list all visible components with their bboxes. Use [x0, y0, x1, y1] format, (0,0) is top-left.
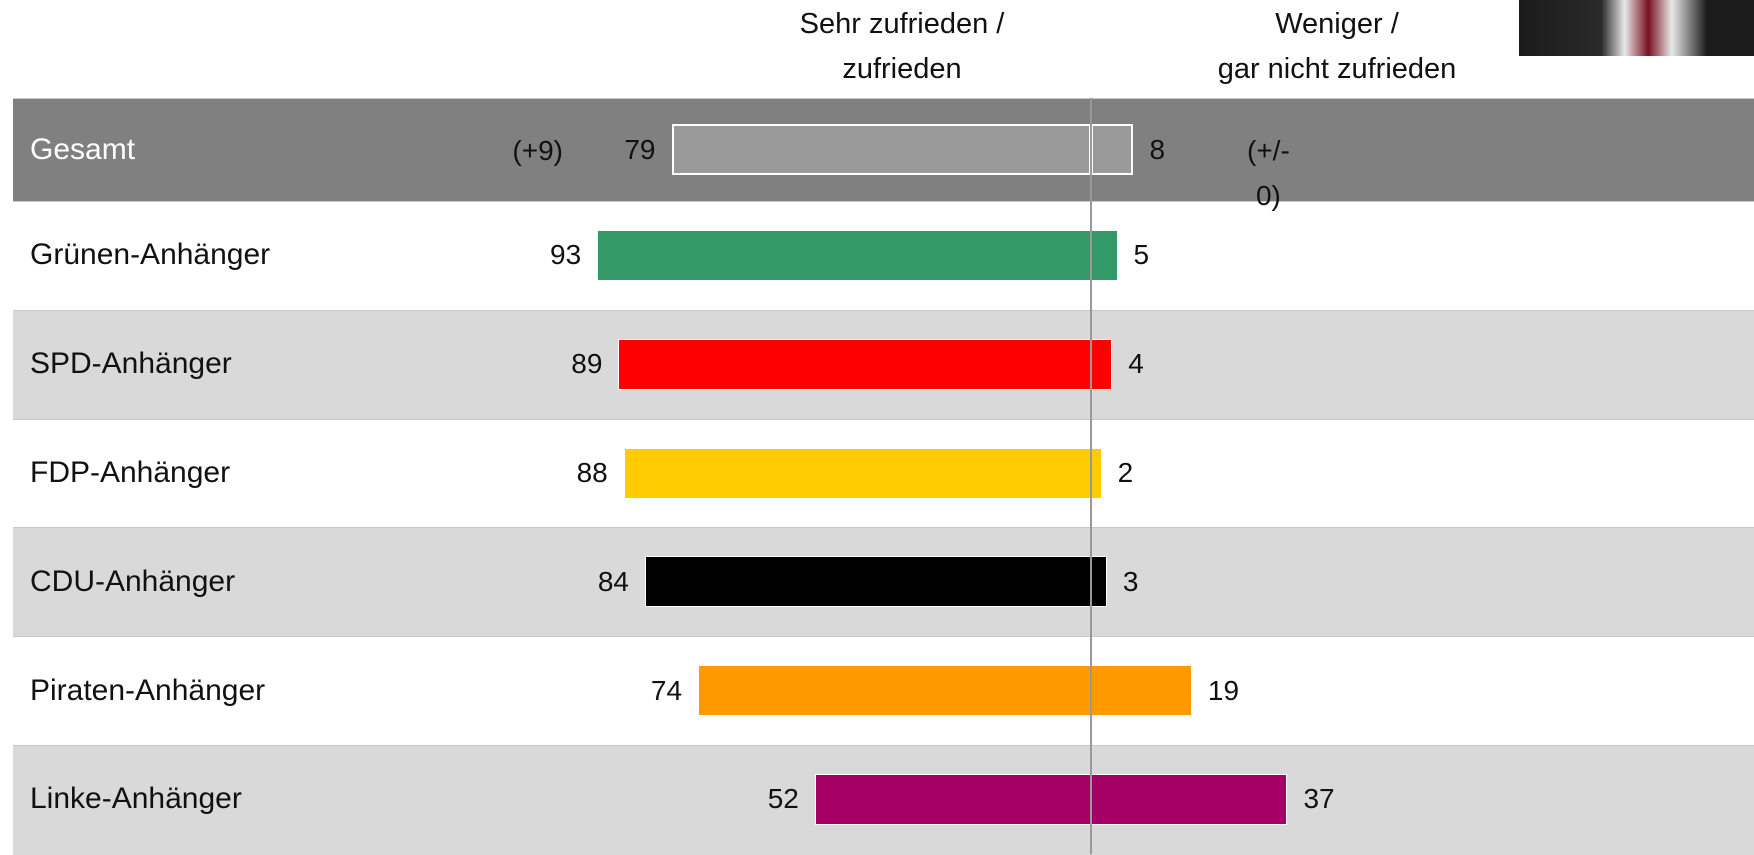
series-header: Weniger / gar nicht zufrieden: [1217, 8, 1457, 85]
bar: [597, 229, 1091, 281]
bar: [1091, 556, 1107, 608]
annotation: (+/- 0): [1247, 134, 1290, 211]
value-label: 3: [1122, 565, 1139, 597]
value-label: 37: [1303, 783, 1335, 815]
value-label: 89: [571, 348, 603, 380]
bar: [618, 338, 1091, 390]
category-label: CDU-Anhänger: [30, 564, 236, 598]
category-label: Linke-Anhänger: [30, 782, 242, 816]
bar: [1091, 124, 1134, 175]
bar: [1091, 773, 1288, 825]
category-label: SPD-Anhänger: [30, 347, 232, 381]
zero-axis: [1090, 98, 1092, 854]
bar: [1091, 338, 1113, 390]
category-label: FDP-Anhänger: [30, 456, 231, 489]
value-label: 93: [550, 239, 582, 271]
value-label: 74: [650, 674, 683, 706]
photo: [1519, 0, 1754, 56]
value-label: 8: [1149, 133, 1166, 165]
value-label: 52: [767, 783, 799, 815]
value-label: 79: [624, 133, 656, 165]
annotation: (+9): [512, 134, 563, 166]
value-label: 84: [597, 565, 629, 597]
bar: [814, 773, 1091, 825]
bar: [671, 124, 1091, 175]
bar: [698, 665, 1091, 717]
category-label: Gesamt: [30, 132, 136, 166]
bar: [1091, 665, 1192, 717]
value-label: 4: [1128, 348, 1144, 380]
bar: [644, 556, 1091, 608]
series-header: Sehr zufrieden / zufrieden: [799, 8, 1005, 85]
value-label: 88: [576, 457, 608, 488]
category-label: Piraten-Anhänger: [30, 673, 266, 707]
value-label: 2: [1117, 457, 1134, 488]
category-label: Grünen-Anhänger: [30, 238, 271, 272]
value-label: 19: [1207, 674, 1240, 706]
value-label: 5: [1133, 239, 1150, 271]
bar: [1091, 229, 1118, 281]
bar: [623, 447, 1091, 499]
bar: [1091, 447, 1102, 499]
